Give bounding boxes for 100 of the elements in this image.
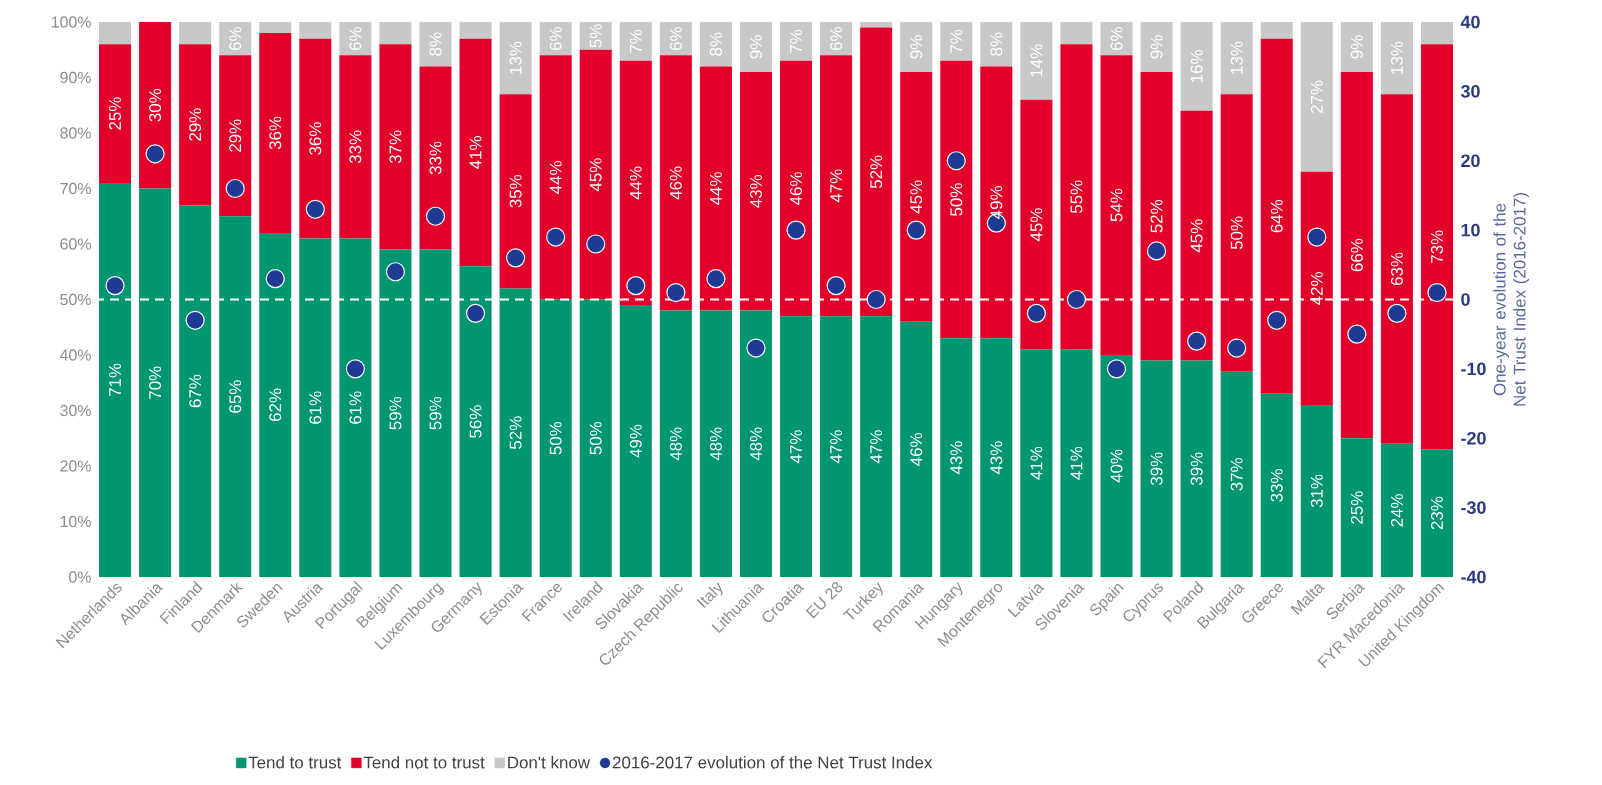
bar [659, 55, 692, 311]
point [626, 276, 646, 296]
point [1066, 289, 1087, 310]
bar [1420, 21, 1453, 45]
bar [900, 71, 933, 322]
bar [419, 249, 452, 577]
data-label: 33% [1270, 469, 1283, 502]
y2-tick-label: 10 [1461, 223, 1480, 237]
data-label: 49% [990, 186, 1003, 219]
point [1106, 359, 1127, 379]
data-label: 47% [830, 169, 843, 203]
data-label: 41% [469, 136, 482, 169]
data-label: 45% [910, 180, 923, 214]
data-label: 45% [1030, 208, 1043, 242]
point [105, 276, 125, 296]
y-tick-label: 20% [60, 460, 91, 472]
legend-label: Tend not to trust [363, 756, 485, 769]
point [546, 227, 566, 247]
bar [699, 66, 732, 311]
data-label: 63% [1390, 252, 1403, 286]
bar [1380, 21, 1413, 95]
bar [1260, 21, 1293, 39]
bar [780, 21, 813, 61]
bar [1180, 21, 1213, 111]
data-label: 44% [629, 166, 642, 200]
bar [1220, 94, 1253, 372]
data-label: 40% [1110, 449, 1123, 483]
bar [179, 205, 212, 577]
data-label: 23% [1430, 496, 1443, 530]
bar [1100, 355, 1133, 577]
data-label: 49% [629, 424, 642, 458]
bar [980, 66, 1013, 339]
data-label: 47% [870, 430, 883, 464]
data-label: 50% [549, 421, 562, 455]
bar [1140, 360, 1173, 577]
data-label: 66% [1350, 238, 1363, 272]
point [145, 144, 165, 164]
point [866, 289, 886, 310]
data-label: 45% [1190, 219, 1203, 253]
bar [499, 288, 532, 577]
point [586, 234, 606, 254]
data-label: 71% [109, 363, 121, 397]
point [746, 338, 766, 358]
bar [139, 21, 172, 189]
bar [299, 21, 332, 39]
data-label: 47% [830, 430, 843, 464]
bar [459, 266, 492, 577]
bar [99, 21, 132, 45]
bar [1340, 71, 1373, 439]
data-label: 56% [469, 405, 482, 438]
bar [619, 21, 652, 61]
bar [1340, 21, 1373, 72]
bar [379, 21, 412, 45]
point [826, 276, 846, 296]
data-label: 44% [549, 161, 562, 194]
bar [940, 60, 973, 339]
y2-tick-label: -30 [1461, 501, 1486, 514]
data-label: 67% [189, 374, 202, 408]
data-label: 25% [1350, 491, 1363, 524]
y-tick-label: 90% [60, 71, 91, 84]
bar [259, 21, 292, 34]
data-label: 48% [669, 427, 682, 461]
bar [1260, 393, 1293, 577]
bar [1300, 171, 1333, 405]
point [385, 262, 406, 282]
data-label: 61% [349, 391, 362, 424]
bar [339, 55, 372, 239]
bar [739, 310, 772, 577]
y-tick-label: 0% [69, 571, 91, 583]
bar [1100, 21, 1133, 56]
bar [1100, 55, 1133, 355]
y2-tick-label: 40 [1460, 15, 1480, 29]
bar [1340, 438, 1373, 577]
data-label: 31% [1310, 474, 1323, 508]
legend-label: Tend to trust [248, 756, 342, 769]
point [1146, 241, 1167, 261]
data-label: 50% [950, 183, 963, 216]
bar [219, 216, 252, 577]
data-label: 33% [349, 130, 362, 164]
bar [579, 49, 612, 300]
y-tick-label: 70% [60, 182, 91, 195]
y2-tick-label: -10 [1461, 362, 1486, 376]
point [225, 178, 245, 199]
data-label: 25% [109, 97, 122, 130]
point [906, 220, 926, 240]
point [946, 151, 966, 171]
point [345, 359, 365, 379]
bar [1060, 349, 1093, 577]
data-label: 29% [229, 119, 242, 152]
y2-tick-label: 20 [1461, 154, 1480, 168]
bar [579, 21, 612, 50]
legend-label: 2016-2017 evolution of the Net Trust Index [612, 756, 933, 769]
point [1026, 303, 1046, 323]
bar [179, 21, 212, 45]
point [786, 220, 806, 240]
bar [900, 21, 933, 72]
data-label: 50% [589, 421, 602, 455]
bar [219, 21, 252, 56]
data-label: 45% [589, 158, 602, 192]
bar [1060, 44, 1093, 350]
